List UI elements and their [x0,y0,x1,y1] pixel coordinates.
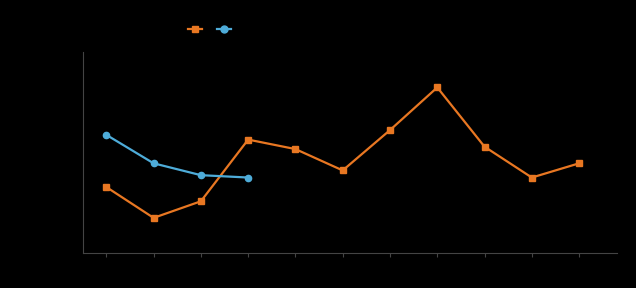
Legend: , : , [184,20,238,38]
